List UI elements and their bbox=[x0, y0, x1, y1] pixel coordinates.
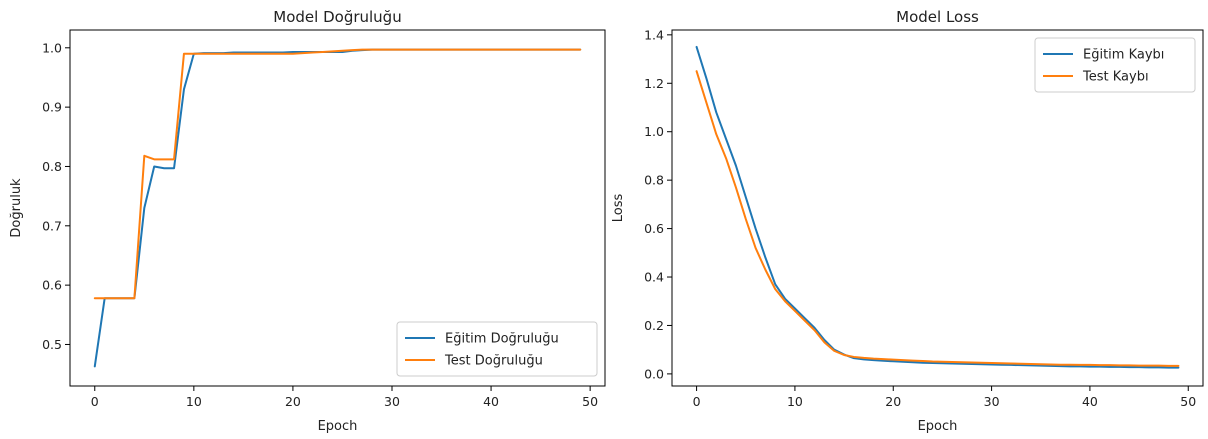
legend-label-1: Eğitim Kaybı bbox=[1083, 48, 1164, 63]
x-axis-label: Epoch bbox=[918, 419, 958, 434]
y-tick-label: 0.8 bbox=[644, 173, 664, 188]
y-tick-label: 1.0 bbox=[644, 124, 664, 139]
plot-frame bbox=[671, 29, 1204, 387]
legend-label-1: Eğitim Doğruluğu bbox=[445, 332, 559, 347]
y-axis-label: Loss bbox=[611, 194, 626, 223]
x-tick-label: 10 bbox=[787, 394, 803, 409]
y-tick-label: 0.6 bbox=[42, 278, 62, 293]
x-tick-label: 40 bbox=[1082, 394, 1098, 409]
x-tick-label: 0 bbox=[693, 394, 701, 409]
x-tick-label: 30 bbox=[984, 394, 1000, 409]
y-tick-label: 0.7 bbox=[42, 218, 62, 233]
series-line-1 bbox=[695, 45, 1180, 369]
x-tick-label: 20 bbox=[285, 394, 301, 409]
legend: Eğitim Doğruluğu Test Doğruluğu bbox=[396, 321, 598, 377]
legend-label-2: Test Doğruluğu bbox=[444, 354, 543, 369]
x-tick-label: 10 bbox=[186, 394, 202, 409]
y-axis-label: Doğruluk bbox=[9, 178, 24, 238]
y-tick-label: 1.4 bbox=[644, 27, 664, 42]
chart-title: Model Doğruluğu bbox=[273, 8, 401, 26]
accuracy-chart: 0 10 20 30 40 50 0.5 0.6 0.7 0.8 0.9 1.0 Model Doğru… bbox=[9, 8, 606, 434]
y-tick-label: 0.5 bbox=[42, 337, 62, 352]
x-tick-label: 20 bbox=[885, 394, 901, 409]
x-tick-label: 0 bbox=[91, 394, 99, 409]
legend: Eğitim Kaybı Test Kaybı bbox=[1034, 37, 1196, 93]
x-tick-label: 50 bbox=[1180, 394, 1196, 409]
y-tick-label: 1.2 bbox=[644, 76, 664, 91]
y-tick-label: 0.8 bbox=[42, 159, 62, 174]
loss-chart: 0 10 20 30 40 50 0.0 0.2 0.4 0.6 0.8 1.0 1.2 1.4 Model… bbox=[611, 8, 1204, 434]
legend-box bbox=[1034, 37, 1196, 93]
y-tick-label: 1.0 bbox=[42, 40, 62, 55]
x-axis-label: Epoch bbox=[318, 419, 358, 434]
x-tick-label: 50 bbox=[582, 394, 598, 409]
chart-title: Model Loss bbox=[896, 8, 979, 26]
x-tick-label: 40 bbox=[483, 394, 499, 409]
legend-box bbox=[396, 321, 598, 377]
series-line-2 bbox=[93, 48, 582, 300]
y-tick-label: 0.2 bbox=[644, 318, 664, 333]
plot-frame bbox=[69, 29, 606, 387]
legend-label-2: Test Kaybı bbox=[1082, 70, 1149, 85]
y-tick-label: 0.4 bbox=[644, 270, 664, 285]
y-tick-label: 0.6 bbox=[644, 221, 664, 236]
y-tick-label: 0.9 bbox=[42, 100, 62, 115]
series-line-2 bbox=[695, 70, 1180, 367]
x-tick-label: 30 bbox=[384, 394, 400, 409]
y-tick-label: 0.0 bbox=[644, 366, 664, 381]
